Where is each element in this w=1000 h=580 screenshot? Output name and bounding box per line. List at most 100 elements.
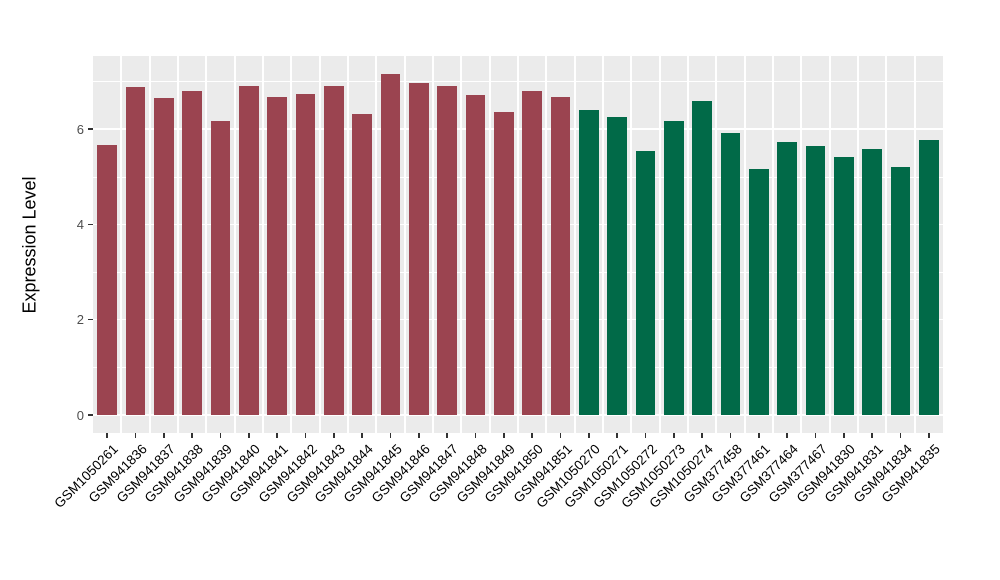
vertical-gridline <box>800 56 803 433</box>
x-tick-mark <box>616 433 618 438</box>
x-tick-mark <box>673 433 675 438</box>
bar-GSM377467 <box>805 145 826 415</box>
vertical-gridline <box>885 56 888 433</box>
bar-GSM941839 <box>210 121 231 415</box>
vertical-gridline <box>630 56 633 433</box>
y-tick-label: 0 <box>76 407 84 423</box>
y-axis-title: Expression Level <box>19 176 40 314</box>
vertical-gridline <box>857 56 859 433</box>
vertical-gridline <box>517 56 519 433</box>
vertical-gridline <box>573 56 576 433</box>
x-tick-mark <box>729 433 732 438</box>
bar-GSM941845 <box>380 73 401 415</box>
bar-GSM1050272 <box>635 150 656 415</box>
x-tick-mark <box>106 433 108 438</box>
minor-gridline <box>93 272 943 273</box>
x-tick-mark <box>418 433 420 438</box>
y-tick-mark <box>88 128 93 130</box>
x-tick-mark <box>871 433 873 438</box>
bar-GSM941841 <box>267 96 288 415</box>
y-tick-label: 2 <box>76 312 84 328</box>
x-tick-mark <box>588 433 590 438</box>
major-gridline <box>93 414 943 416</box>
bar-GSM941849 <box>493 111 514 415</box>
minor-gridline <box>93 176 943 178</box>
x-tick-mark <box>446 433 448 438</box>
bar-GSM941836 <box>125 86 146 415</box>
x-tick-mark <box>333 433 335 438</box>
x-tick-mark <box>928 433 930 438</box>
x-tick-mark <box>531 433 533 438</box>
vertical-gridline <box>290 56 293 433</box>
vertical-gridline <box>743 56 746 433</box>
bar-GSM941835 <box>918 140 939 415</box>
vertical-gridline <box>262 56 264 433</box>
x-tick-mark <box>899 433 902 438</box>
bar-GSM941848 <box>465 94 486 415</box>
vertical-gridline <box>403 56 406 433</box>
bar-GSM941850 <box>522 90 543 415</box>
vertical-gridline <box>148 56 151 433</box>
x-tick-mark <box>786 433 788 438</box>
vertical-gridline <box>772 56 774 433</box>
x-tick-mark <box>644 433 647 438</box>
bar-GSM941830 <box>833 156 854 415</box>
bar-GSM377464 <box>777 141 798 415</box>
bar-GSM377458 <box>720 132 741 415</box>
vertical-gridline <box>658 56 661 433</box>
x-tick-mark <box>219 433 222 438</box>
vertical-gridline <box>432 56 434 433</box>
x-tick-mark <box>361 433 363 438</box>
y-tick-label: 4 <box>76 216 84 232</box>
y-tick-mark <box>88 318 93 321</box>
x-tick-mark <box>758 433 760 438</box>
plot-panel <box>93 56 943 433</box>
bar-GSM941843 <box>323 86 344 415</box>
x-tick-mark <box>474 433 477 438</box>
vertical-gridline <box>545 56 548 433</box>
bar-GSM1050270 <box>578 110 599 415</box>
x-tick-mark <box>163 433 165 438</box>
bar-GSM941851 <box>550 96 571 415</box>
vertical-gridline <box>347 56 349 433</box>
x-tick-mark <box>304 433 307 438</box>
vertical-gridline <box>205 56 208 433</box>
bar-GSM941842 <box>295 93 316 415</box>
y-tick-mark <box>88 414 93 416</box>
x-tick-mark <box>701 433 703 438</box>
vertical-gridline <box>120 56 123 433</box>
x-tick-mark <box>276 433 278 438</box>
major-gridline <box>93 223 943 226</box>
bar-GSM941844 <box>352 113 373 415</box>
x-tick-mark <box>843 433 845 438</box>
x-tick-mark <box>389 433 392 438</box>
bar-GSM941831 <box>862 149 883 415</box>
bar-GSM1050273 <box>663 120 684 415</box>
bar-GSM941834 <box>890 166 911 415</box>
vertical-gridline <box>177 56 179 433</box>
vertical-gridline <box>687 56 689 433</box>
bar-GSM941846 <box>408 82 429 415</box>
vertical-gridline <box>375 56 378 433</box>
x-tick-mark <box>134 433 137 438</box>
bar-GSM941847 <box>437 85 458 415</box>
major-gridline <box>93 128 943 130</box>
vertical-gridline <box>828 56 831 433</box>
bar-GSM1050261 <box>97 144 118 415</box>
x-tick-mark <box>559 433 562 438</box>
vertical-gridline <box>318 56 321 433</box>
x-tick-mark <box>503 433 505 438</box>
minor-gridline <box>93 81 943 83</box>
bar-GSM941838 <box>182 91 203 415</box>
bar-GSM377461 <box>748 168 769 415</box>
minor-gridline <box>93 367 943 369</box>
vertical-gridline <box>602 56 604 433</box>
vertical-gridline <box>715 56 718 433</box>
major-gridline <box>93 318 943 321</box>
bar-GSM1050274 <box>692 100 713 415</box>
vertical-gridline <box>488 56 491 433</box>
vertical-gridline <box>460 56 463 433</box>
vertical-gridline <box>913 56 916 433</box>
bar-GSM941840 <box>238 85 259 415</box>
